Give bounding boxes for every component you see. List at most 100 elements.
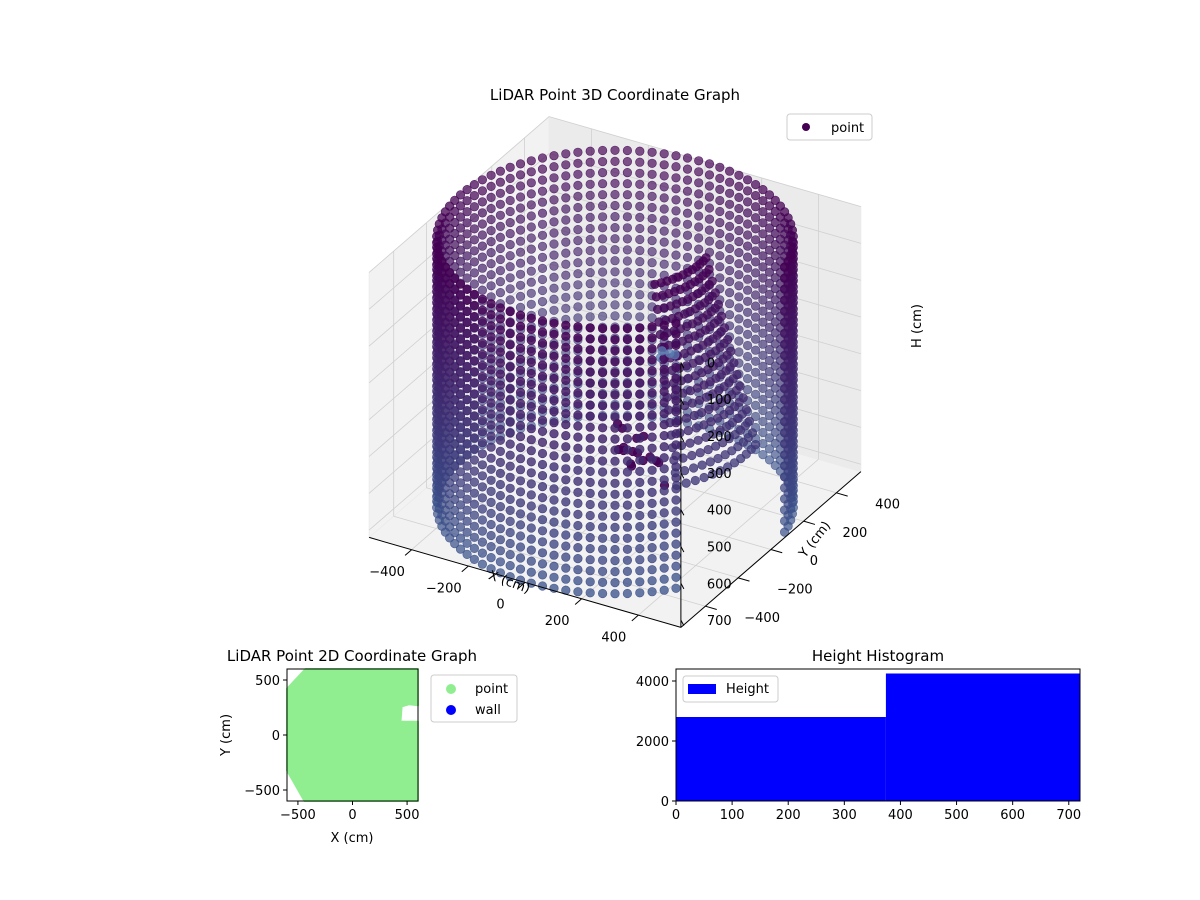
- data-point-cyl: [724, 221, 735, 231]
- data-point-cyl: [526, 468, 536, 478]
- data-point-cyl: [561, 508, 571, 518]
- y-tick-label: 0: [810, 554, 818, 569]
- data-point-cyl: [537, 327, 548, 337]
- data-point-cyl: [585, 588, 595, 598]
- data-point-cyl: [635, 521, 645, 532]
- data-point-cyl: [694, 189, 704, 199]
- data-point-cyl: [635, 455, 645, 465]
- data-point-cyl: [671, 162, 681, 172]
- data-point-cyl: [505, 273, 515, 283]
- data-point-cyl: [585, 301, 595, 311]
- data-point-cyl: [597, 456, 608, 466]
- data-point-cyl: [610, 189, 620, 200]
- data-point-cyl: [622, 168, 633, 178]
- data-point-cyl: [764, 289, 775, 299]
- data-point-cyl: [764, 344, 775, 355]
- data-point-cyl: [764, 212, 775, 222]
- data-point-cyl: [469, 400, 480, 410]
- data-point-cyl: [526, 523, 536, 533]
- data-point-cyl: [455, 190, 466, 200]
- data-point-cyl: [742, 374, 753, 384]
- data-point-cyl: [671, 362, 681, 373]
- chart-3d-axes: −400 −200 0 200 400 −400 −200 0 200 400 0 100 200 300…: [368, 356, 900, 645]
- data-point-cyl: [450, 417, 460, 427]
- data-point-cyl: [469, 289, 480, 300]
- data-point-cyl: [495, 199, 506, 209]
- data-point-cyl: [549, 517, 559, 527]
- data-point-cyl: [561, 464, 571, 474]
- data-point-cyl: [585, 146, 595, 156]
- data-point-cyl: [462, 229, 472, 239]
- data-point-cyl: [597, 577, 608, 588]
- data-point-cyl: [573, 421, 583, 431]
- data-point-cyl: [477, 316, 488, 326]
- data-point-cyl: [635, 555, 645, 565]
- data-point-cyl: [462, 317, 472, 328]
- data-point-cyl: [671, 385, 681, 395]
- data-point-cyl: [495, 325, 506, 335]
- data-point-cyl: [597, 267, 608, 277]
- data-point-cyl: [505, 195, 515, 206]
- data-point-cyl: [462, 406, 472, 416]
- data-point-cyl: [495, 424, 506, 434]
- data-point-cyl: [462, 340, 472, 350]
- data-point-cyl: [561, 519, 571, 529]
- data-point-cyl: [723, 462, 733, 472]
- data-point-cyl: [750, 356, 761, 366]
- data-point-cyl: [537, 404, 548, 414]
- z-tick-label: 100: [707, 393, 732, 408]
- data-point-cyl: [704, 214, 715, 224]
- data-point-cyl: [573, 202, 583, 213]
- data-point-cyl: [462, 549, 472, 560]
- data-point-cyl: [704, 236, 715, 246]
- data-point-cyl: [622, 345, 633, 356]
- data-point-cyl: [573, 576, 583, 586]
- data-point-cyl: [450, 516, 460, 527]
- chart-2d-xlabel: X (cm): [331, 831, 374, 846]
- chart-3d-legend-frame: [786, 113, 873, 141]
- z-tick-label: 600: [707, 577, 732, 592]
- data-point-cyl: [462, 472, 472, 482]
- data-point-cyl: [682, 208, 693, 218]
- data-point-cyl: [597, 345, 608, 356]
- data-point-cyl: [585, 499, 595, 510]
- data-point-cyl: [455, 489, 466, 499]
- data-point-cyl: [561, 193, 571, 203]
- data-point-cyl: [515, 531, 526, 541]
- data-point-cyl: [659, 420, 669, 430]
- data-point-cyl: [526, 413, 536, 423]
- data-point-cyl: [450, 527, 460, 538]
- data-point-cyl: [561, 215, 571, 225]
- data-point-cyl: [764, 267, 775, 277]
- chart-2d: LiDAR Point 2D Coordinate Graph −500 0 500…: [219, 647, 518, 846]
- data-point-cyl: [622, 489, 633, 499]
- data-point-cyl: [764, 400, 775, 410]
- data-point-cyl: [597, 357, 608, 367]
- data-point-cyl: [537, 559, 548, 569]
- data-point-cyl: [758, 350, 768, 360]
- data-point-cyl: [477, 537, 488, 547]
- data-point-cyl: [635, 510, 645, 521]
- data-point-cyl: [734, 281, 744, 291]
- data-point-cyl: [515, 203, 526, 213]
- data-point-cyl: [561, 397, 571, 408]
- data-point-cyl: [477, 416, 488, 426]
- data-point-cyl: [486, 508, 496, 519]
- chart-2d-legend-label-point: point: [475, 682, 508, 697]
- data-point-cyl: [495, 232, 506, 242]
- data-point-cyl: [734, 248, 744, 258]
- data-point-cyl: [659, 331, 669, 341]
- data-point-cyl: [610, 256, 620, 266]
- data-point-cyl: [486, 281, 496, 291]
- data-point-cyl: [515, 159, 526, 169]
- data-point-cyl: [779, 483, 790, 493]
- data-point-cyl: [561, 431, 571, 441]
- data-point-cyl: [515, 332, 526, 342]
- data-point-cyl: [610, 368, 620, 378]
- data-point-cyl: [450, 329, 460, 339]
- data-point-cyl: [671, 539, 681, 549]
- data-point-cyl: [450, 296, 460, 306]
- data-point-cyl: [750, 257, 761, 267]
- data-point-cyl: [585, 334, 595, 344]
- data-point-cyl: [610, 300, 620, 310]
